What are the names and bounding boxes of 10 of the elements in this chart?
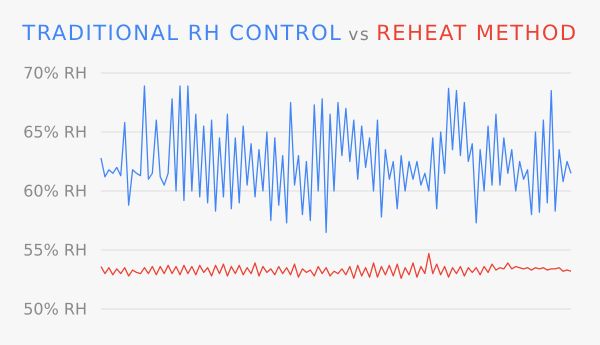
chart-title: vs xyxy=(348,25,370,45)
y-tick-label: 55% RH xyxy=(23,240,87,260)
y-tick-label: 50% RH xyxy=(23,300,87,319)
y-tick-label: 65% RH xyxy=(23,122,87,142)
y-tick-label: 70% RH xyxy=(23,64,87,83)
y-tick-label: 60% RH xyxy=(23,182,87,201)
text: TRADITIONAL RH CONTROL xyxy=(21,21,342,45)
line-series xyxy=(100,85,572,233)
text: REHEAT METHOD xyxy=(376,21,578,45)
line-series xyxy=(100,252,572,279)
